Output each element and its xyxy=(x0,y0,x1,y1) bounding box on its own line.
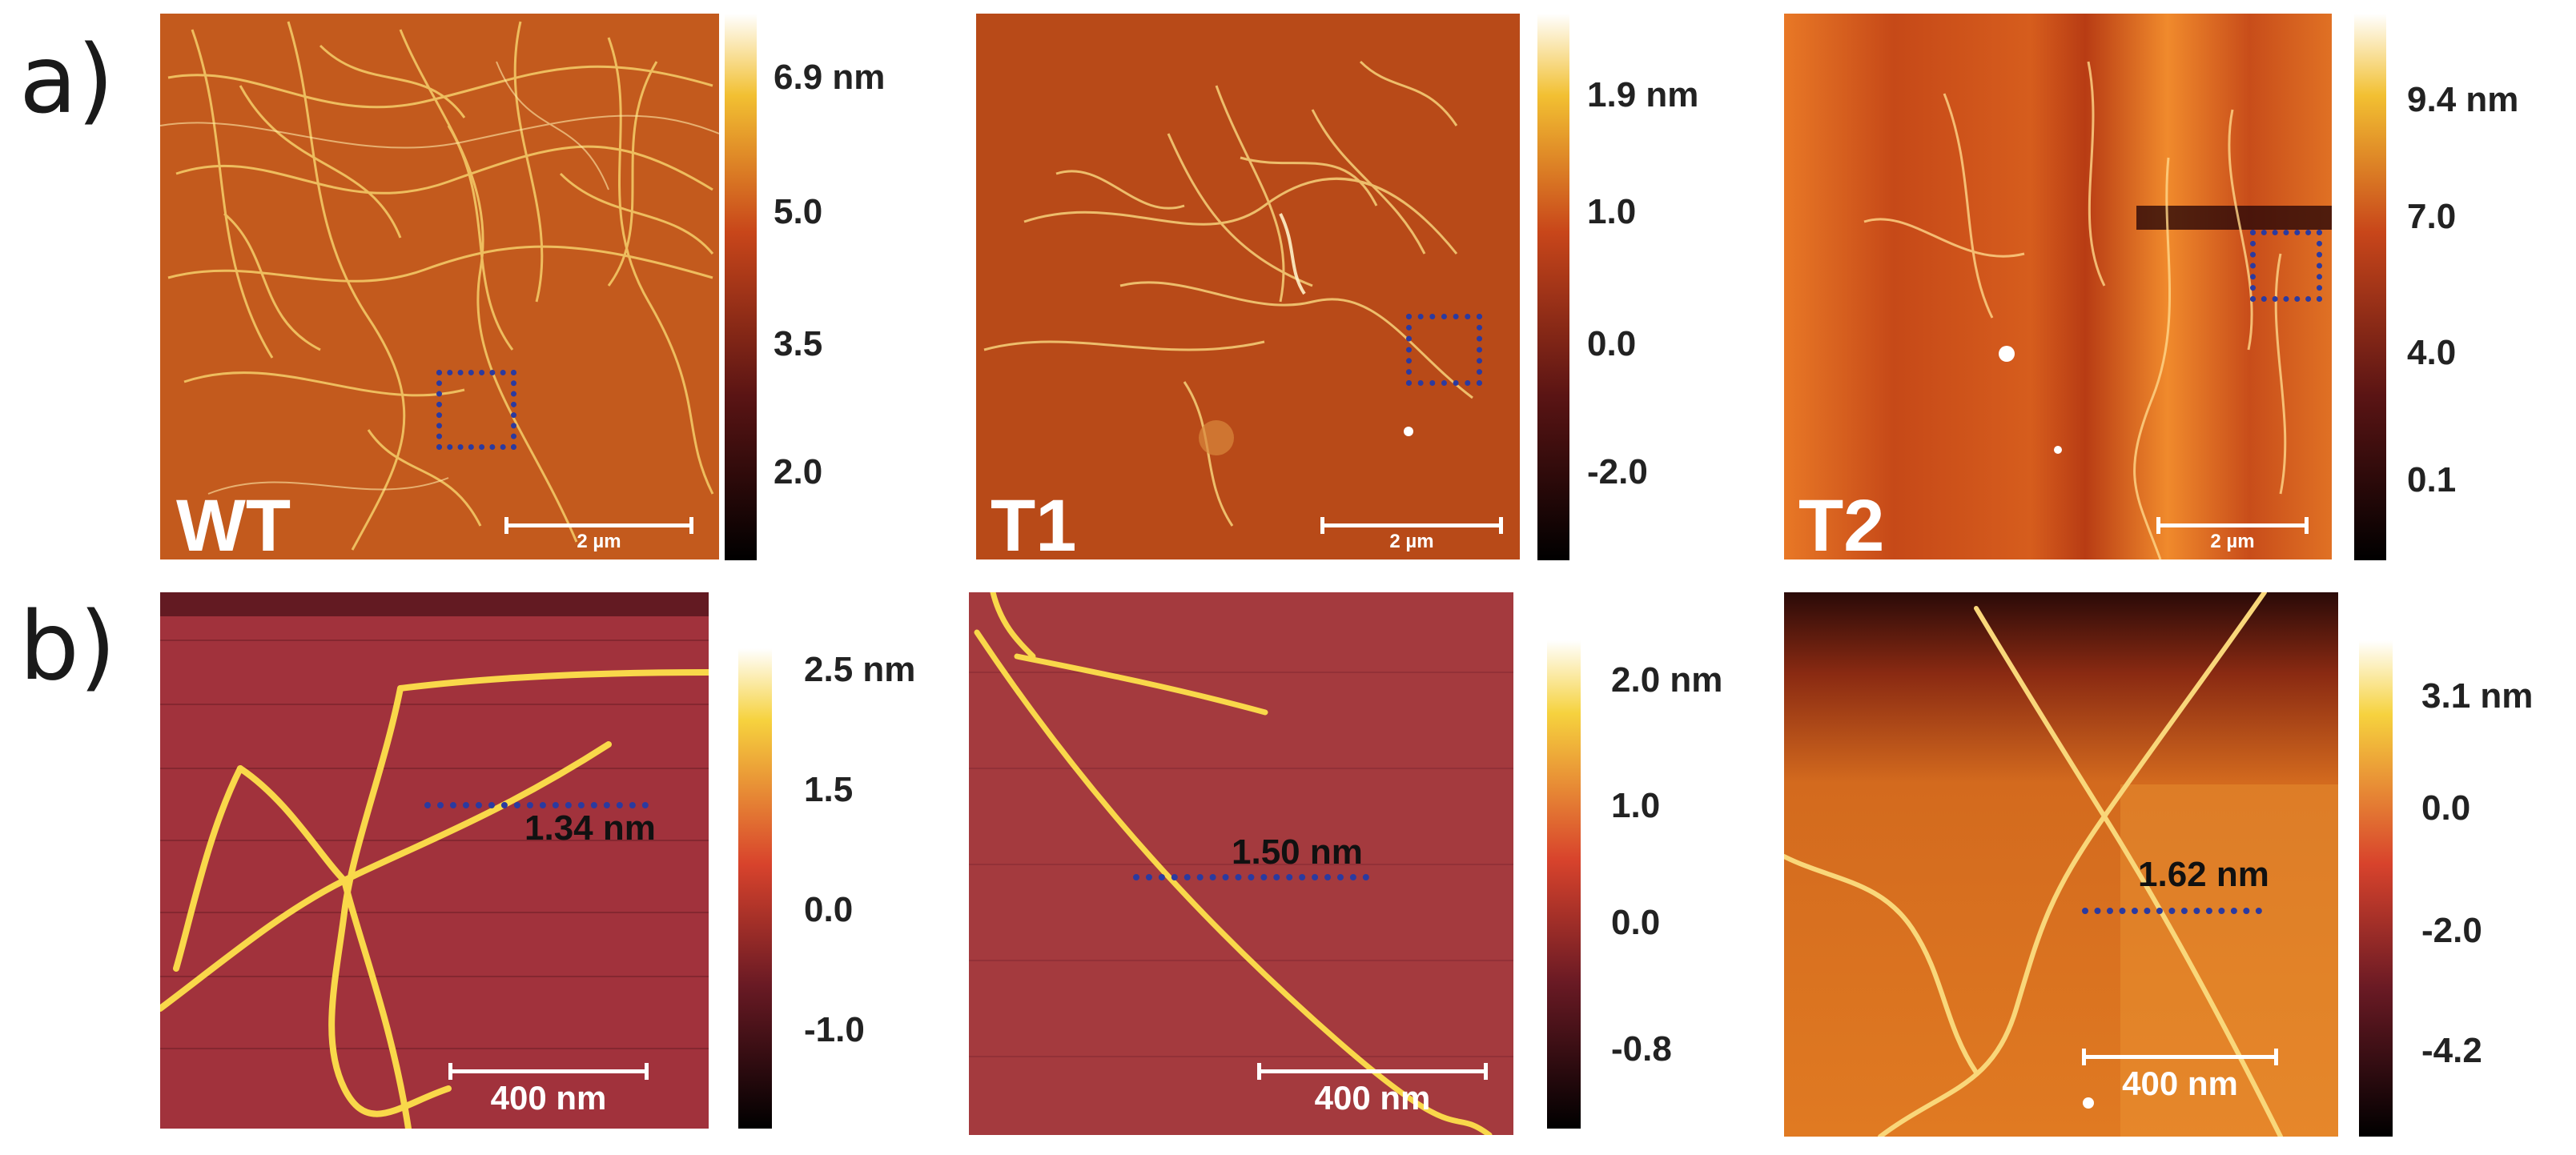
afm-image-wt: WT 2 µm xyxy=(160,14,719,559)
colorbar-tick: 0.0 xyxy=(2421,788,2471,828)
row-label-b: b) xyxy=(19,591,116,701)
scale-bar-label: 2 µm xyxy=(577,531,621,552)
fibril-network-t1 xyxy=(976,14,1520,559)
afm-zoom-t2: 400 nm xyxy=(1784,592,2338,1137)
scale-bar-label: 2 µm xyxy=(1389,531,1434,552)
colorbar-tick: -1.0 xyxy=(804,1010,865,1049)
zoom-region-box xyxy=(1406,314,1482,386)
colorbar-b-wt xyxy=(738,648,772,1129)
afm-image-t2: T2 2 µm xyxy=(1784,14,2332,559)
colorbar-tick: 1.0 xyxy=(1587,192,1637,231)
zoom-region-box xyxy=(2250,230,2322,302)
row-label-a: a) xyxy=(19,24,115,134)
scale-bar xyxy=(2082,1049,2278,1065)
colorbar-tick: 2.5 nm xyxy=(804,650,916,689)
colorbar-tick: 0.0 xyxy=(1611,903,1661,942)
zoom-fibrils-t2 xyxy=(1784,592,2338,1137)
scale-bar xyxy=(2156,517,2309,534)
colorbar-tick: -0.8 xyxy=(1611,1029,1672,1069)
colorbar-b-t1 xyxy=(1547,640,1581,1129)
height-profile-line xyxy=(2082,908,2262,914)
colorbar-tick: 2.0 nm xyxy=(1611,660,1723,700)
panel-label-t2: T2 xyxy=(1798,485,1885,559)
height-profile-line xyxy=(424,802,649,808)
afm-image-t1: T1 2 µm xyxy=(976,14,1520,559)
scale-bar-label: 400 nm xyxy=(2122,1065,2238,1102)
scale-bar-label: 2 µm xyxy=(2210,531,2255,552)
height-profile-line xyxy=(1133,874,1369,880)
scale-bar xyxy=(448,1063,649,1080)
colorbar-tick: 1.0 xyxy=(1611,786,1661,825)
colorbar-t1 xyxy=(1537,14,1569,560)
panel-label-wt: WT xyxy=(176,485,291,559)
colorbar-tick: 0.0 xyxy=(804,890,854,929)
colorbar-tick: -2.0 xyxy=(1587,452,1648,491)
zoom-fibrils-t1 xyxy=(969,592,1513,1135)
colorbar-tick: 4.0 xyxy=(2407,333,2457,372)
colorbar-t2 xyxy=(2354,14,2386,560)
scale-bar xyxy=(1257,1063,1488,1080)
zoom-region-box xyxy=(436,370,516,450)
colorbar-tick: 1.9 nm xyxy=(1587,75,1699,114)
colorbar-tick: 0.0 xyxy=(1587,324,1637,363)
colorbar-wt xyxy=(725,14,757,560)
colorbar-tick: 5.0 xyxy=(774,192,823,231)
colorbar-tick: 1.5 xyxy=(804,770,854,809)
colorbar-tick: 3.1 nm xyxy=(2421,676,2534,716)
fibril-network-wt xyxy=(160,14,719,559)
afm-zoom-t1: 400 nm xyxy=(969,592,1513,1135)
colorbar-tick: -2.0 xyxy=(2421,911,2482,950)
colorbar-tick: 9.4 nm xyxy=(2407,80,2519,119)
colorbar-tick: 7.0 xyxy=(2407,197,2457,236)
height-measurement: 1.62 nm xyxy=(2138,855,2269,894)
scale-bar xyxy=(1320,517,1503,534)
panel-label-t1: T1 xyxy=(991,485,1077,559)
colorbar-tick: 3.5 xyxy=(774,324,823,363)
colorbar-tick: 6.9 nm xyxy=(774,58,886,97)
scale-bar xyxy=(504,517,693,534)
height-measurement: 1.34 nm xyxy=(524,808,656,848)
height-measurement: 1.50 nm xyxy=(1232,832,1363,872)
colorbar-tick: 2.0 xyxy=(774,452,823,491)
afm-zoom-wt: 400 nm xyxy=(160,592,709,1129)
fibril-network-t2 xyxy=(1784,14,2332,559)
scale-bar-label: 400 nm xyxy=(490,1079,607,1117)
colorbar-tick: 0.1 xyxy=(2407,460,2457,499)
scale-bar-label: 400 nm xyxy=(1314,1079,1431,1117)
colorbar-b-t2 xyxy=(2359,640,2393,1137)
zoom-fibrils-wt xyxy=(160,592,709,1129)
colorbar-tick: -4.2 xyxy=(2421,1031,2482,1070)
